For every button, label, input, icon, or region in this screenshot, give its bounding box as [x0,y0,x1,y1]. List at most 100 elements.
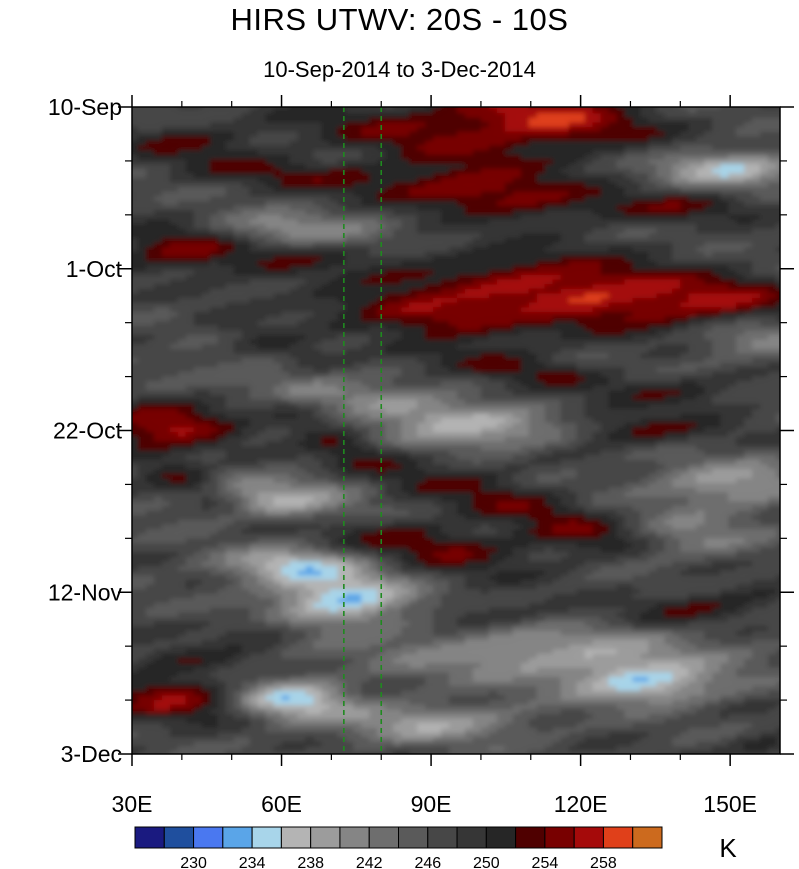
field-cell [122,298,131,303]
field-cell [122,146,131,151]
field-cell [122,330,131,335]
field-cell [122,206,131,211]
field-cell [122,233,131,238]
field-cell [609,99,618,104]
field-cell [736,99,745,104]
field-cell [545,99,554,104]
field-cell [784,233,793,238]
field-cell [561,99,570,104]
field-cell [122,141,131,146]
field-cell [640,99,649,104]
field-cell [122,229,131,234]
field-cell [784,321,793,326]
field-cell [393,99,402,104]
field-cell [752,99,761,104]
field-cell [122,367,131,372]
field-cell [529,99,538,104]
field-cell [784,312,793,317]
field-cell [122,155,131,160]
chart-subtitle: 10-Sep-2014 to 3-Dec-2014 [0,57,799,83]
field-cell [138,99,147,104]
field-cell [122,280,131,285]
field-cell [122,252,131,257]
field-cell [784,159,793,164]
field-cell [664,99,673,104]
field-cell [481,99,490,104]
field-cell [784,238,793,243]
field-cell [210,99,219,104]
field-cell [337,99,346,104]
field-cell [593,99,602,104]
field-cell [146,99,155,104]
field-cell [122,317,131,322]
field-cell [784,215,793,220]
field-cell [122,150,131,155]
field-cell [625,99,634,104]
field-cell [688,99,697,104]
field-cell [122,220,131,225]
field-cell [617,99,626,104]
field-cell [122,326,131,331]
field-cell [122,224,131,229]
field-cell [696,99,705,104]
field-cell [784,358,793,363]
field-cell [784,224,793,229]
field-cell [784,196,793,201]
field-cell [122,261,131,266]
field-cell [784,150,793,155]
field-cell [226,99,235,104]
field-cell [122,243,131,248]
field-cell [784,326,793,331]
field-cell [784,270,793,275]
field-cell [122,164,131,169]
field-cell [784,136,793,141]
field-cell [122,363,131,368]
field-cell [784,303,793,308]
field-cell [401,99,410,104]
field-cell [784,169,793,174]
field-cell [784,113,793,118]
field-cell [784,229,793,234]
field-cell [553,99,562,104]
field-cell [784,261,793,266]
field-cell [449,99,458,104]
field-cell [776,99,785,104]
field-cell [712,99,721,104]
contour-field [122,99,793,754]
field-cell [122,238,131,243]
field-cell [784,183,793,188]
field-cell [784,317,793,322]
field-cell [784,354,793,359]
field-cell [345,99,354,104]
field-cell [282,99,291,104]
field-cell [704,99,713,104]
field-cell [154,99,163,104]
field-cell [784,275,793,280]
field-cell [784,293,793,298]
field-cell [425,99,434,104]
field-cell [505,99,514,104]
field-cell [784,280,793,285]
field-cell [784,335,793,340]
field-cell [234,99,243,104]
field-cell [433,99,442,104]
field-cell [122,173,131,178]
field-cell [784,127,793,132]
field-cell [122,113,131,118]
field-cell [122,303,131,308]
field-cell [122,354,131,359]
field-cell [585,99,594,104]
field-cell [784,122,793,127]
field-cell [784,330,793,335]
field-cell [744,99,753,104]
field-cell [266,99,275,104]
field-cell [122,340,131,345]
field-cell [457,99,466,104]
field-cell [122,118,131,123]
field-cell [720,99,729,104]
field-cell [784,289,793,294]
field-cell [409,99,418,104]
field-cell [521,99,530,104]
field-cell [760,99,769,104]
